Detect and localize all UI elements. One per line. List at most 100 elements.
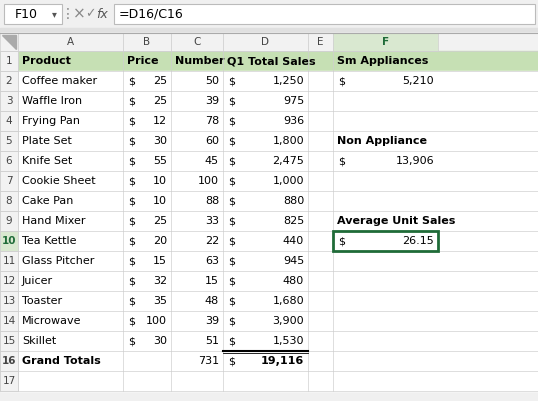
Text: 11: 11: [2, 256, 16, 266]
Text: $: $: [228, 336, 235, 346]
Bar: [171, 33, 223, 51]
Text: 45: 45: [205, 156, 219, 166]
Text: Grand Totals: Grand Totals: [22, 356, 101, 366]
Text: Number: Number: [175, 56, 224, 66]
Text: Product: Product: [22, 56, 71, 66]
Text: Q1 Total Sales: Q1 Total Sales: [227, 56, 316, 66]
Text: $: $: [228, 216, 235, 226]
Bar: [0, 71, 538, 91]
Bar: [4, 4, 62, 24]
Text: 48: 48: [205, 296, 219, 306]
Text: 17: 17: [2, 376, 16, 386]
Text: 10: 10: [153, 196, 167, 206]
Text: 1: 1: [6, 56, 12, 66]
Text: 4: 4: [6, 116, 12, 126]
Bar: [0, 28, 538, 33]
Text: Tea Kettle: Tea Kettle: [22, 236, 76, 246]
Bar: [0, 33, 18, 51]
Text: $: $: [128, 96, 135, 106]
Text: $: $: [228, 356, 235, 366]
Text: 480: 480: [283, 276, 304, 286]
Text: Toaster: Toaster: [22, 296, 62, 306]
Bar: [0, 0, 538, 28]
Text: C: C: [193, 37, 201, 47]
Bar: [0, 291, 18, 311]
Text: 440: 440: [283, 236, 304, 246]
Text: 731: 731: [198, 356, 219, 366]
Text: 15: 15: [153, 256, 167, 266]
Bar: [0, 351, 538, 371]
Text: $: $: [128, 336, 135, 346]
Text: 2: 2: [6, 76, 12, 86]
Text: Microwave: Microwave: [22, 316, 81, 326]
Text: $: $: [228, 276, 235, 286]
Text: Non Appliance: Non Appliance: [337, 136, 427, 146]
Text: $: $: [228, 196, 235, 206]
Text: $: $: [128, 116, 135, 126]
Text: $: $: [228, 236, 235, 246]
Text: 33: 33: [205, 216, 219, 226]
Text: Waffle Iron: Waffle Iron: [22, 96, 82, 106]
Text: 13,906: 13,906: [395, 156, 434, 166]
Text: Hand Mixer: Hand Mixer: [22, 216, 86, 226]
Bar: [0, 191, 18, 211]
Bar: [0, 211, 538, 231]
Text: E: E: [317, 37, 324, 47]
Text: 1,800: 1,800: [272, 136, 304, 146]
Text: ⋮: ⋮: [61, 7, 75, 21]
Text: 945: 945: [283, 256, 304, 266]
Text: $: $: [128, 216, 135, 226]
Text: 12: 12: [2, 276, 16, 286]
Bar: [114, 4, 535, 24]
Text: 12: 12: [153, 116, 167, 126]
Text: 7: 7: [6, 176, 12, 186]
Bar: [0, 331, 18, 351]
Text: 5: 5: [6, 136, 12, 146]
Bar: [223, 33, 308, 51]
Text: 15: 15: [205, 276, 219, 286]
Text: 825: 825: [283, 216, 304, 226]
Text: 15: 15: [2, 336, 16, 346]
Text: 936: 936: [283, 116, 304, 126]
Bar: [0, 71, 18, 91]
Bar: [0, 371, 538, 391]
Text: 1,000: 1,000: [273, 176, 304, 186]
Text: 22: 22: [205, 236, 219, 246]
Bar: [0, 91, 18, 111]
Bar: [0, 311, 538, 331]
Text: Cake Pan: Cake Pan: [22, 196, 73, 206]
Text: 975: 975: [283, 96, 304, 106]
Bar: [0, 131, 18, 151]
Text: 51: 51: [205, 336, 219, 346]
Bar: [0, 171, 538, 191]
Text: 6: 6: [6, 156, 12, 166]
Polygon shape: [2, 35, 16, 49]
Bar: [0, 171, 18, 191]
Text: 16: 16: [2, 356, 16, 366]
Text: Frying Pan: Frying Pan: [22, 116, 80, 126]
Text: ✓: ✓: [85, 8, 95, 20]
Text: Glass Pitcher: Glass Pitcher: [22, 256, 94, 266]
Text: 100: 100: [198, 176, 219, 186]
Text: 1,530: 1,530: [273, 336, 304, 346]
Bar: [0, 151, 18, 171]
Bar: [0, 151, 538, 171]
Text: Plate Set: Plate Set: [22, 136, 72, 146]
Text: Knife Set: Knife Set: [22, 156, 72, 166]
Text: 14: 14: [2, 316, 16, 326]
Text: $: $: [128, 196, 135, 206]
Bar: [0, 331, 538, 351]
Text: $: $: [128, 236, 135, 246]
Bar: [18, 33, 123, 51]
Text: 25: 25: [153, 76, 167, 86]
Text: 78: 78: [205, 116, 219, 126]
Text: $: $: [128, 156, 135, 166]
Text: $: $: [128, 76, 135, 86]
Text: $: $: [128, 296, 135, 306]
Text: D: D: [261, 37, 270, 47]
Text: $: $: [228, 256, 235, 266]
Text: $: $: [228, 176, 235, 186]
Text: $: $: [228, 156, 235, 166]
Bar: [333, 33, 438, 51]
Bar: [0, 271, 538, 291]
